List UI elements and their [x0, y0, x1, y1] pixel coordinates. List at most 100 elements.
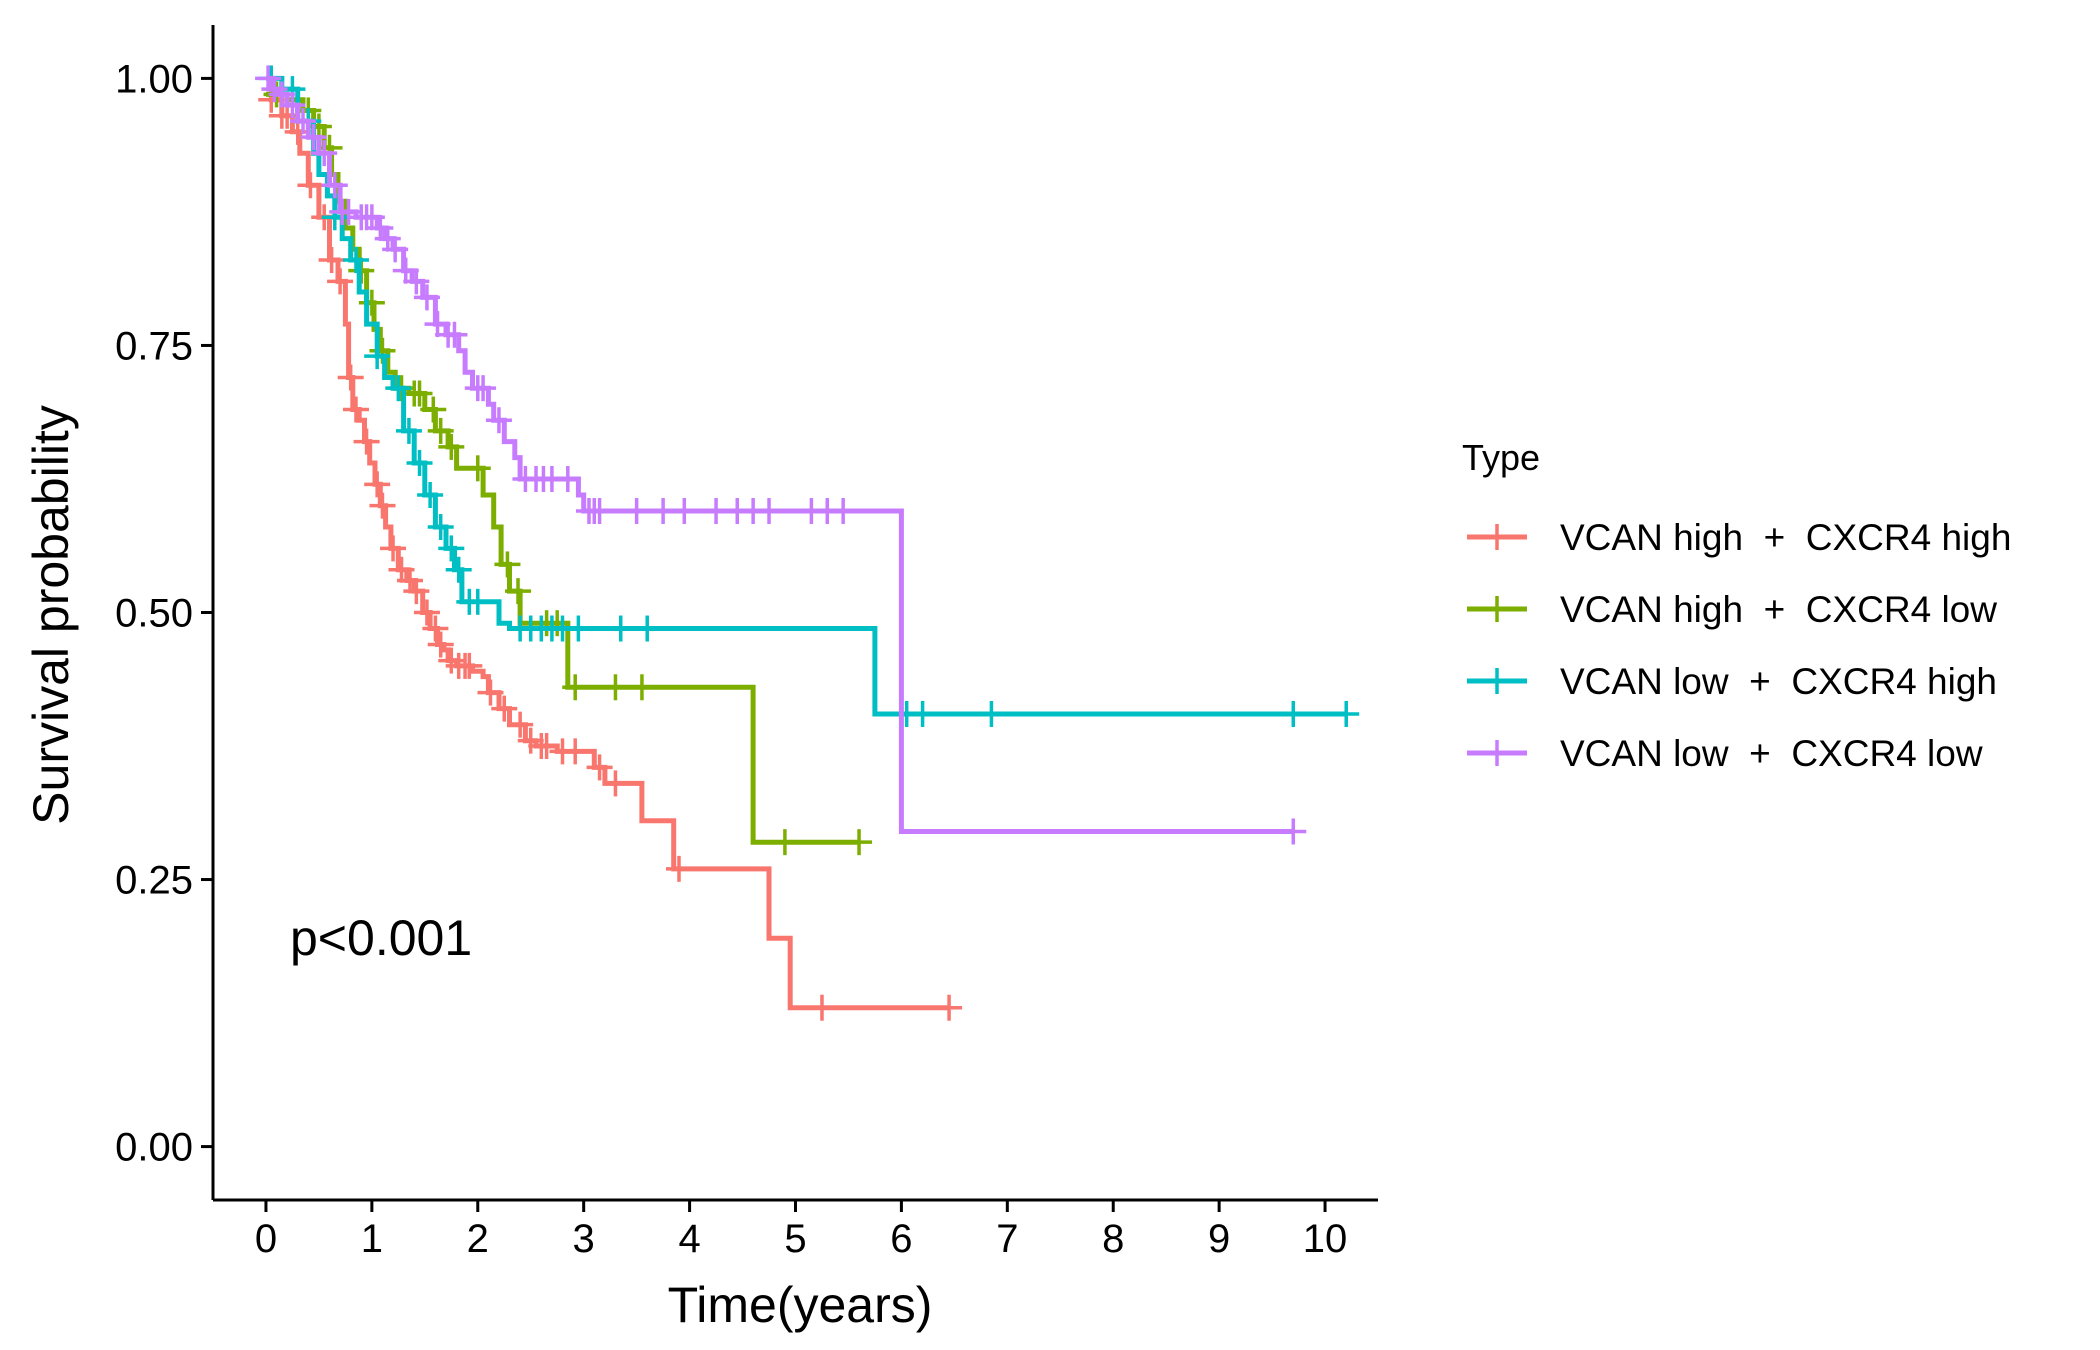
censor-mark: [909, 700, 936, 727]
censor-mark: [396, 567, 423, 594]
censor-mark: [382, 236, 409, 263]
censor-mark: [441, 321, 468, 348]
y-tick-label: 1.00: [115, 57, 193, 101]
censor-mark: [342, 247, 369, 273]
x-tick-label: 2: [467, 1217, 489, 1261]
censor-mark: [438, 433, 465, 460]
axes-layer: 0 1 2 3 4 5 6 7 8 9 10 0.00 0.25 0.50 0.75 1.00: [115, 25, 1378, 1261]
p-value-annotation: p<0.001: [290, 910, 472, 966]
x-tick-label: 0: [255, 1217, 277, 1261]
censor-mark: [1333, 700, 1360, 727]
censor-mark: [420, 396, 447, 423]
x-tick-label: 6: [890, 1217, 912, 1261]
censor-mark: [533, 733, 560, 760]
censor-mark: [978, 700, 1005, 727]
legend-item: VCAN low + CXCR4 high: [1467, 661, 1997, 702]
x-axis-title: Time(years): [668, 1277, 933, 1333]
censor-mark: [413, 284, 440, 311]
y-tick-label: 0.75: [115, 324, 193, 368]
censor-mark: [607, 615, 634, 642]
censor-mark: [353, 428, 380, 455]
x-tick-label: 1: [361, 1217, 383, 1261]
censor-mark: [830, 498, 857, 525]
censor-mark: [406, 380, 433, 407]
censor-mark: [671, 498, 698, 525]
censor-mark: [335, 198, 362, 225]
x-tick-label: 7: [996, 1217, 1018, 1261]
legend-item: VCAN high + CXCR4 low: [1467, 589, 1997, 630]
censor-mark: [318, 247, 345, 273]
censor-mark: [586, 498, 613, 525]
series-group: [255, 65, 1307, 845]
y-tick-label: 0.25: [115, 859, 193, 903]
censor-mark: [1280, 818, 1307, 845]
censor-mark: [623, 498, 650, 525]
censor-mark: [427, 631, 454, 658]
censor-mark: [517, 727, 544, 754]
censor-mark: [936, 994, 963, 1021]
censor-mark: [311, 140, 338, 167]
series-group: [263, 81, 873, 856]
x-tick-label: 9: [1208, 1217, 1230, 1261]
censor-mark: [417, 482, 444, 508]
y-tick-label: 0.00: [115, 1126, 193, 1170]
censor-mark: [424, 311, 451, 338]
censor-mark: [771, 829, 798, 856]
x-tick-label: 10: [1303, 1217, 1348, 1261]
censor-mark: [364, 343, 391, 370]
censor-mark: [327, 268, 354, 295]
censor-mark: [337, 364, 364, 391]
censor-mark: [255, 65, 282, 92]
censor-mark: [395, 417, 422, 444]
censor-mark: [438, 535, 465, 562]
censor-mark: [602, 674, 629, 701]
censor-mark: [485, 407, 512, 434]
legend-item: VCAN high + CXCR4 high: [1467, 517, 2011, 558]
censor-mark: [562, 674, 589, 701]
censor-mark: [427, 417, 454, 444]
censor-mark: [554, 465, 581, 492]
censor-mark: [494, 551, 521, 578]
censor-mark: [602, 770, 629, 797]
censor-mark: [505, 578, 532, 605]
legend-label: VCAN high + CXCR4 high: [1560, 517, 2011, 558]
x-tick-label: 8: [1102, 1217, 1124, 1261]
y-tick-label: 0.50: [115, 592, 193, 636]
series-line: [266, 75, 1347, 717]
legend-title: Type: [1462, 437, 1540, 478]
censor-mark: [666, 855, 692, 882]
censor-mark: [385, 375, 412, 402]
censor-mark: [403, 578, 430, 605]
censor-mark: [268, 81, 295, 108]
legend: VCAN high + CXCR4 high VCAN high + CXCR4 …: [1467, 517, 2011, 774]
censor-mark: [628, 674, 655, 701]
censor-mark: [634, 615, 661, 642]
censor-mark: [586, 754, 613, 781]
series-line: [266, 91, 859, 845]
censor-mark: [507, 711, 534, 738]
censor-mark: [562, 738, 589, 765]
censor-mark: [392, 257, 419, 284]
censor-mark: [364, 471, 391, 498]
censor-mark: [422, 615, 449, 642]
censor-mark: [406, 449, 433, 476]
legend-item: VCAN low + CXCR4 low: [1467, 733, 1983, 774]
censor-mark: [427, 514, 454, 541]
censor-mark: [403, 268, 430, 295]
censor-mark: [279, 92, 306, 119]
censor-mark: [358, 289, 385, 316]
x-tick-label: 5: [784, 1217, 806, 1261]
censor-mark: [413, 599, 440, 626]
censor-mark: [491, 695, 518, 722]
censor-mark: [565, 615, 592, 642]
censor-mark: [544, 610, 571, 637]
censor-mark: [464, 455, 491, 482]
censor-mark: [464, 588, 491, 615]
censor-mark: [297, 172, 324, 199]
censor-mark: [300, 124, 327, 151]
censor-mark: [456, 652, 483, 679]
censor-mark: [808, 994, 835, 1021]
censor-mark: [445, 556, 472, 583]
censor-mark: [369, 492, 396, 519]
